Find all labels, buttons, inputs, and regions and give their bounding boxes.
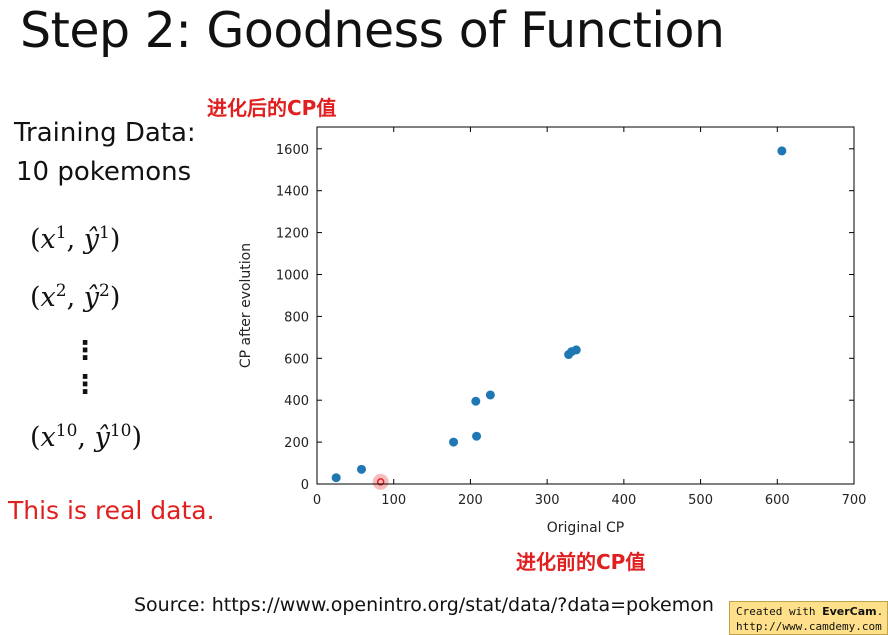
- x-axis-cn-label: 进化前的CP值: [516, 550, 646, 574]
- data-point: [777, 146, 787, 156]
- sample-10-y-index: 10: [109, 421, 132, 441]
- sample-2-y: ŷ: [83, 282, 100, 313]
- x-tick-label: 200: [458, 493, 483, 508]
- x-tick-label: 100: [381, 493, 406, 508]
- data-point: [356, 464, 366, 474]
- scatter-chart: 0 100 200 300 400 500 600 700 0 200 400 600 800 1000 1…: [238, 126, 867, 536]
- watermark-prefix: Created with: [736, 605, 823, 618]
- sample-1-formula: (x1, ŷ1): [30, 223, 121, 255]
- x-tick-label: 400: [611, 493, 636, 508]
- x-tick-label: 300: [535, 493, 560, 508]
- watermark-url: http://www.camdemy.com: [736, 620, 882, 633]
- y-axis-cn-label: 进化后的CP值: [207, 96, 337, 120]
- y-tick-label: 1000: [276, 269, 309, 284]
- watermark-suffix: .: [876, 605, 884, 618]
- data-point: [472, 431, 482, 441]
- y-tick-label: 200: [284, 436, 309, 451]
- y-tick-label: 0: [301, 478, 309, 493]
- sample-2-formula: (x2, ŷ2): [30, 281, 121, 313]
- x-tick-label: 0: [313, 493, 321, 508]
- x-tick-label: 600: [765, 493, 790, 508]
- source-citation: Source: https://www.openintro.org/stat/d…: [134, 594, 714, 616]
- x-axis-label: Original CP: [547, 520, 624, 536]
- data-point: [471, 396, 481, 406]
- y-tick-label: 600: [284, 352, 309, 367]
- real-data-note: This is real data.: [8, 496, 215, 525]
- sample-10-x: x: [40, 422, 56, 453]
- y-tick-label: 1400: [276, 185, 309, 200]
- sample-10-x-index: 10: [55, 421, 78, 441]
- training-data-label: Training Data:: [14, 118, 196, 148]
- data-point: [331, 473, 341, 483]
- x-tick-label: 700: [842, 493, 867, 508]
- sample-1-y-index: 1: [99, 223, 110, 243]
- y-tick-label: 1200: [276, 227, 309, 242]
- sample-10-formula: (x10, ŷ10): [30, 421, 143, 453]
- y-axis-label: CP after evolution: [238, 243, 254, 368]
- data-point: [449, 437, 459, 447]
- y-tick-label: 1600: [276, 143, 309, 158]
- data-point: [485, 390, 495, 400]
- sample-2-y-index: 2: [99, 281, 110, 301]
- plot-frame: [316, 126, 855, 485]
- x-tick-label: 500: [688, 493, 713, 508]
- sample-2-x: x: [40, 282, 56, 313]
- y-tick-label: 400: [284, 394, 309, 409]
- cursor-highlight: [372, 473, 389, 490]
- page-title: Step 2: Goodness of Function: [20, 2, 725, 59]
- data-point: [571, 345, 581, 355]
- pokemon-count-label: 10 pokemons: [16, 157, 192, 187]
- watermark-brand: EverCam: [822, 605, 877, 618]
- cursor-dot: [376, 478, 385, 486]
- y-tick-label: 800: [284, 310, 309, 325]
- sample-10-y: ŷ: [94, 422, 110, 453]
- evercam-watermark[interactable]: Created with EverCam. http://www.camdemy.…: [729, 601, 888, 635]
- sample-1-y: ŷ: [83, 224, 100, 255]
- sample-1-x-index: 1: [55, 223, 67, 243]
- sample-2-x-index: 2: [55, 281, 67, 301]
- sample-1-x: x: [40, 224, 56, 255]
